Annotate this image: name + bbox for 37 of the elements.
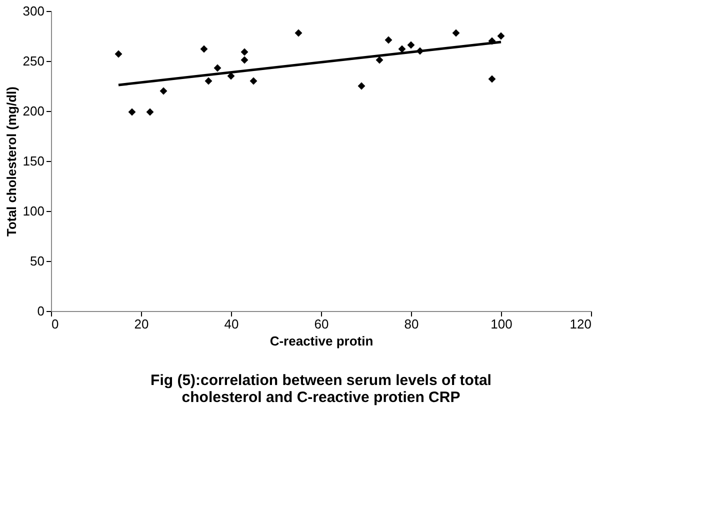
y-tick-label: 250 — [22, 54, 44, 68]
x-tick-label: 60 — [314, 316, 329, 332]
point — [200, 45, 208, 53]
y-tick-label: 300 — [22, 4, 44, 18]
x-tick-label: 100 — [490, 316, 512, 332]
x-axis-title: C-reactive protin — [270, 334, 374, 348]
x-tick-label: 120 — [570, 316, 592, 332]
y-axis-title: Total cholesterol (mg/dl) — [4, 86, 19, 236]
y-tick-label: 100 — [22, 204, 44, 218]
point — [358, 82, 366, 90]
text: Fig (5):correlation between serum levels of total cholesterol and C-reactive protien CRP — [150, 372, 492, 406]
point — [128, 108, 136, 116]
x-tick-label: 40 — [224, 316, 239, 332]
point — [240, 56, 248, 64]
point — [146, 108, 154, 116]
point — [114, 50, 122, 58]
x-tick-label: 80 — [404, 316, 419, 332]
y-tick-label: 200 — [22, 104, 44, 118]
point — [384, 36, 392, 44]
point — [240, 48, 248, 56]
point — [488, 75, 496, 83]
y-tick-label: 0 — [37, 304, 44, 318]
point — [407, 41, 415, 49]
point — [376, 56, 384, 64]
y-tick-label: 50 — [30, 254, 44, 268]
y-tick-label: 150 — [22, 154, 44, 168]
point — [204, 77, 212, 85]
point — [214, 64, 222, 72]
point — [250, 77, 258, 85]
x-tick-label: 20 — [134, 316, 149, 332]
point — [497, 32, 505, 40]
point — [294, 29, 302, 37]
point — [227, 72, 235, 80]
point — [398, 45, 406, 53]
x-tick-label: 0 — [52, 316, 59, 332]
point — [160, 87, 168, 95]
point — [452, 29, 460, 37]
